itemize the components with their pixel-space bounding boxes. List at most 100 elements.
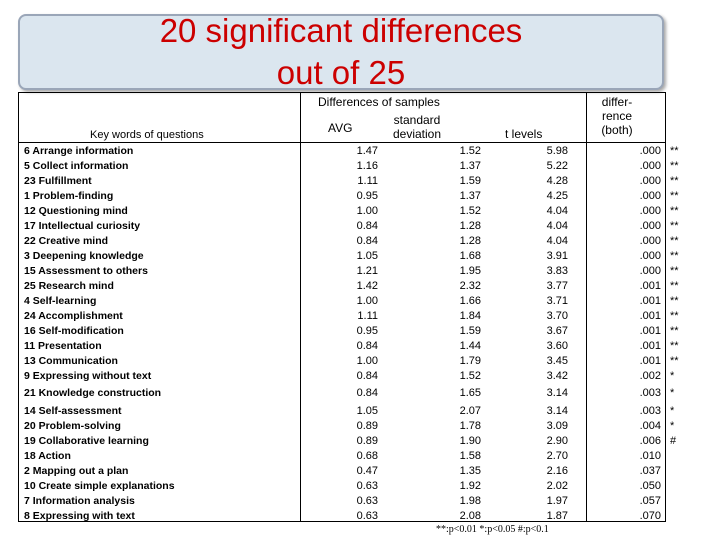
sd-cell: 2.32 — [459, 280, 481, 292]
avg-cell: 1.47 — [356, 145, 378, 157]
title-line-2: out of 25 — [276, 54, 406, 91]
avg-cell: 1.05 — [356, 405, 378, 417]
p-cell: .000 — [639, 160, 661, 172]
avg-cell: 1.11 — [357, 310, 378, 322]
significance-mark: # — [670, 435, 677, 447]
t-cell: 2.70 — [546, 450, 568, 462]
significance-mark: * — [670, 370, 675, 382]
t-cell: 1.97 — [546, 495, 568, 507]
sd-cell: 2.08 — [459, 510, 481, 522]
keyword-cell: 19 Collaborative learning — [24, 435, 149, 447]
header-sd: standard deviation — [382, 113, 452, 141]
p-cell: .010 — [639, 450, 661, 462]
t-cell: 4.04 — [546, 235, 568, 247]
p-cell: .001 — [639, 295, 661, 307]
t-cell: 4.04 — [546, 205, 568, 217]
p-cell: .002 — [639, 370, 661, 382]
significance-mark: ** — [670, 340, 679, 352]
header-avg: AVG — [328, 121, 353, 135]
p-cell: .000 — [639, 265, 661, 277]
avg-cell: 1.42 — [356, 280, 378, 292]
avg-cell: 0.84 — [356, 220, 378, 232]
sd-cell: 1.95 — [459, 265, 481, 277]
t-cell: 3.14 — [546, 387, 568, 399]
t-cell: 2.02 — [546, 480, 568, 492]
keyword-cell: 13 Communication — [24, 355, 118, 367]
sd-cell: 1.59 — [459, 175, 481, 187]
header-sd-line1: standard — [393, 113, 441, 127]
p-cell: .006 — [639, 435, 661, 447]
p-cell: .003 — [639, 405, 661, 417]
sd-cell: 1.84 — [459, 310, 481, 322]
p-cell: .001 — [639, 340, 661, 352]
table-frame — [18, 92, 666, 522]
avg-cell: 1.00 — [356, 295, 378, 307]
significance-mark: ** — [670, 250, 679, 262]
sd-cell: 1.59 — [459, 325, 481, 337]
header-sd-line2: deviation — [392, 127, 442, 141]
p-cell: .004 — [639, 420, 661, 432]
p-cell: .000 — [639, 235, 661, 247]
avg-cell: 0.68 — [356, 450, 378, 462]
avg-cell: 0.89 — [356, 420, 378, 432]
header-divider — [18, 142, 666, 143]
keyword-cell: 18 Action — [24, 450, 71, 462]
significance-mark: * — [670, 405, 675, 417]
sd-cell: 1.79 — [459, 355, 481, 367]
keyword-cell: 8 Expressing with text — [24, 510, 135, 522]
keyword-cell: 15 Assessment to others — [24, 265, 148, 277]
t-cell: 5.22 — [546, 160, 568, 172]
t-cell: 4.04 — [546, 220, 568, 232]
keyword-cell: 7 Information analysis — [24, 495, 135, 507]
keyword-cell: 10 Create simple explanations — [24, 480, 175, 492]
significance-mark: ** — [670, 205, 679, 217]
sd-cell: 1.52 — [459, 205, 481, 217]
significance-mark: ** — [670, 265, 679, 277]
significance-mark: ** — [670, 310, 679, 322]
keyword-cell: 6 Arrange information — [24, 145, 134, 157]
t-cell: 5.98 — [546, 145, 568, 157]
t-cell: 3.45 — [546, 355, 568, 367]
keyword-cell: 23 Fulfillment — [24, 175, 92, 187]
significance-mark: ** — [670, 235, 679, 247]
t-cell: 4.28 — [546, 175, 568, 187]
t-cell: 3.09 — [546, 420, 568, 432]
t-cell: 3.60 — [546, 340, 568, 352]
sd-cell: 1.37 — [459, 160, 481, 172]
p-cell: .000 — [639, 205, 661, 217]
sd-cell: 1.58 — [459, 450, 481, 462]
significance-mark: ** — [670, 325, 679, 337]
p-cell: .001 — [639, 280, 661, 292]
column-divider — [300, 92, 301, 522]
p-cell: .000 — [639, 175, 661, 187]
sd-cell: 1.78 — [459, 420, 481, 432]
significance-mark: ** — [670, 160, 679, 172]
keyword-cell: 20 Problem-solving — [24, 420, 121, 432]
keyword-cell: 17 Intellectual curiosity — [24, 220, 141, 232]
header-p-line3: (both) — [601, 123, 633, 137]
avg-cell: 1.00 — [356, 205, 378, 217]
p-cell: .001 — [639, 310, 661, 322]
header-p: differ- rence (both) — [590, 95, 644, 137]
keyword-cell: 11 Presentation — [24, 340, 102, 352]
significance-mark: ** — [670, 295, 679, 307]
avg-cell: 0.84 — [356, 387, 378, 399]
sd-cell: 1.65 — [459, 387, 481, 399]
avg-cell: 1.00 — [356, 355, 378, 367]
t-cell: 1.87 — [546, 510, 568, 522]
keyword-cell: 1 Problem-finding — [24, 190, 114, 202]
keyword-cell: 3 Deepening knowledge — [24, 250, 144, 262]
p-cell: .001 — [639, 355, 661, 367]
p-cell: .000 — [639, 250, 661, 262]
t-cell: 3.67 — [546, 325, 568, 337]
sd-cell: 1.37 — [459, 190, 481, 202]
t-cell: 3.42 — [546, 370, 568, 382]
sd-cell: 1.28 — [459, 235, 481, 247]
avg-cell: 0.95 — [356, 190, 378, 202]
keyword-cell: 2 Mapping out a plan — [24, 465, 129, 477]
keyword-cell: 25 Research mind — [24, 280, 114, 292]
sd-cell: 1.52 — [459, 370, 481, 382]
significance-mark: * — [670, 420, 675, 432]
t-cell: 2.90 — [546, 435, 568, 447]
p-cell: .003 — [639, 387, 661, 399]
